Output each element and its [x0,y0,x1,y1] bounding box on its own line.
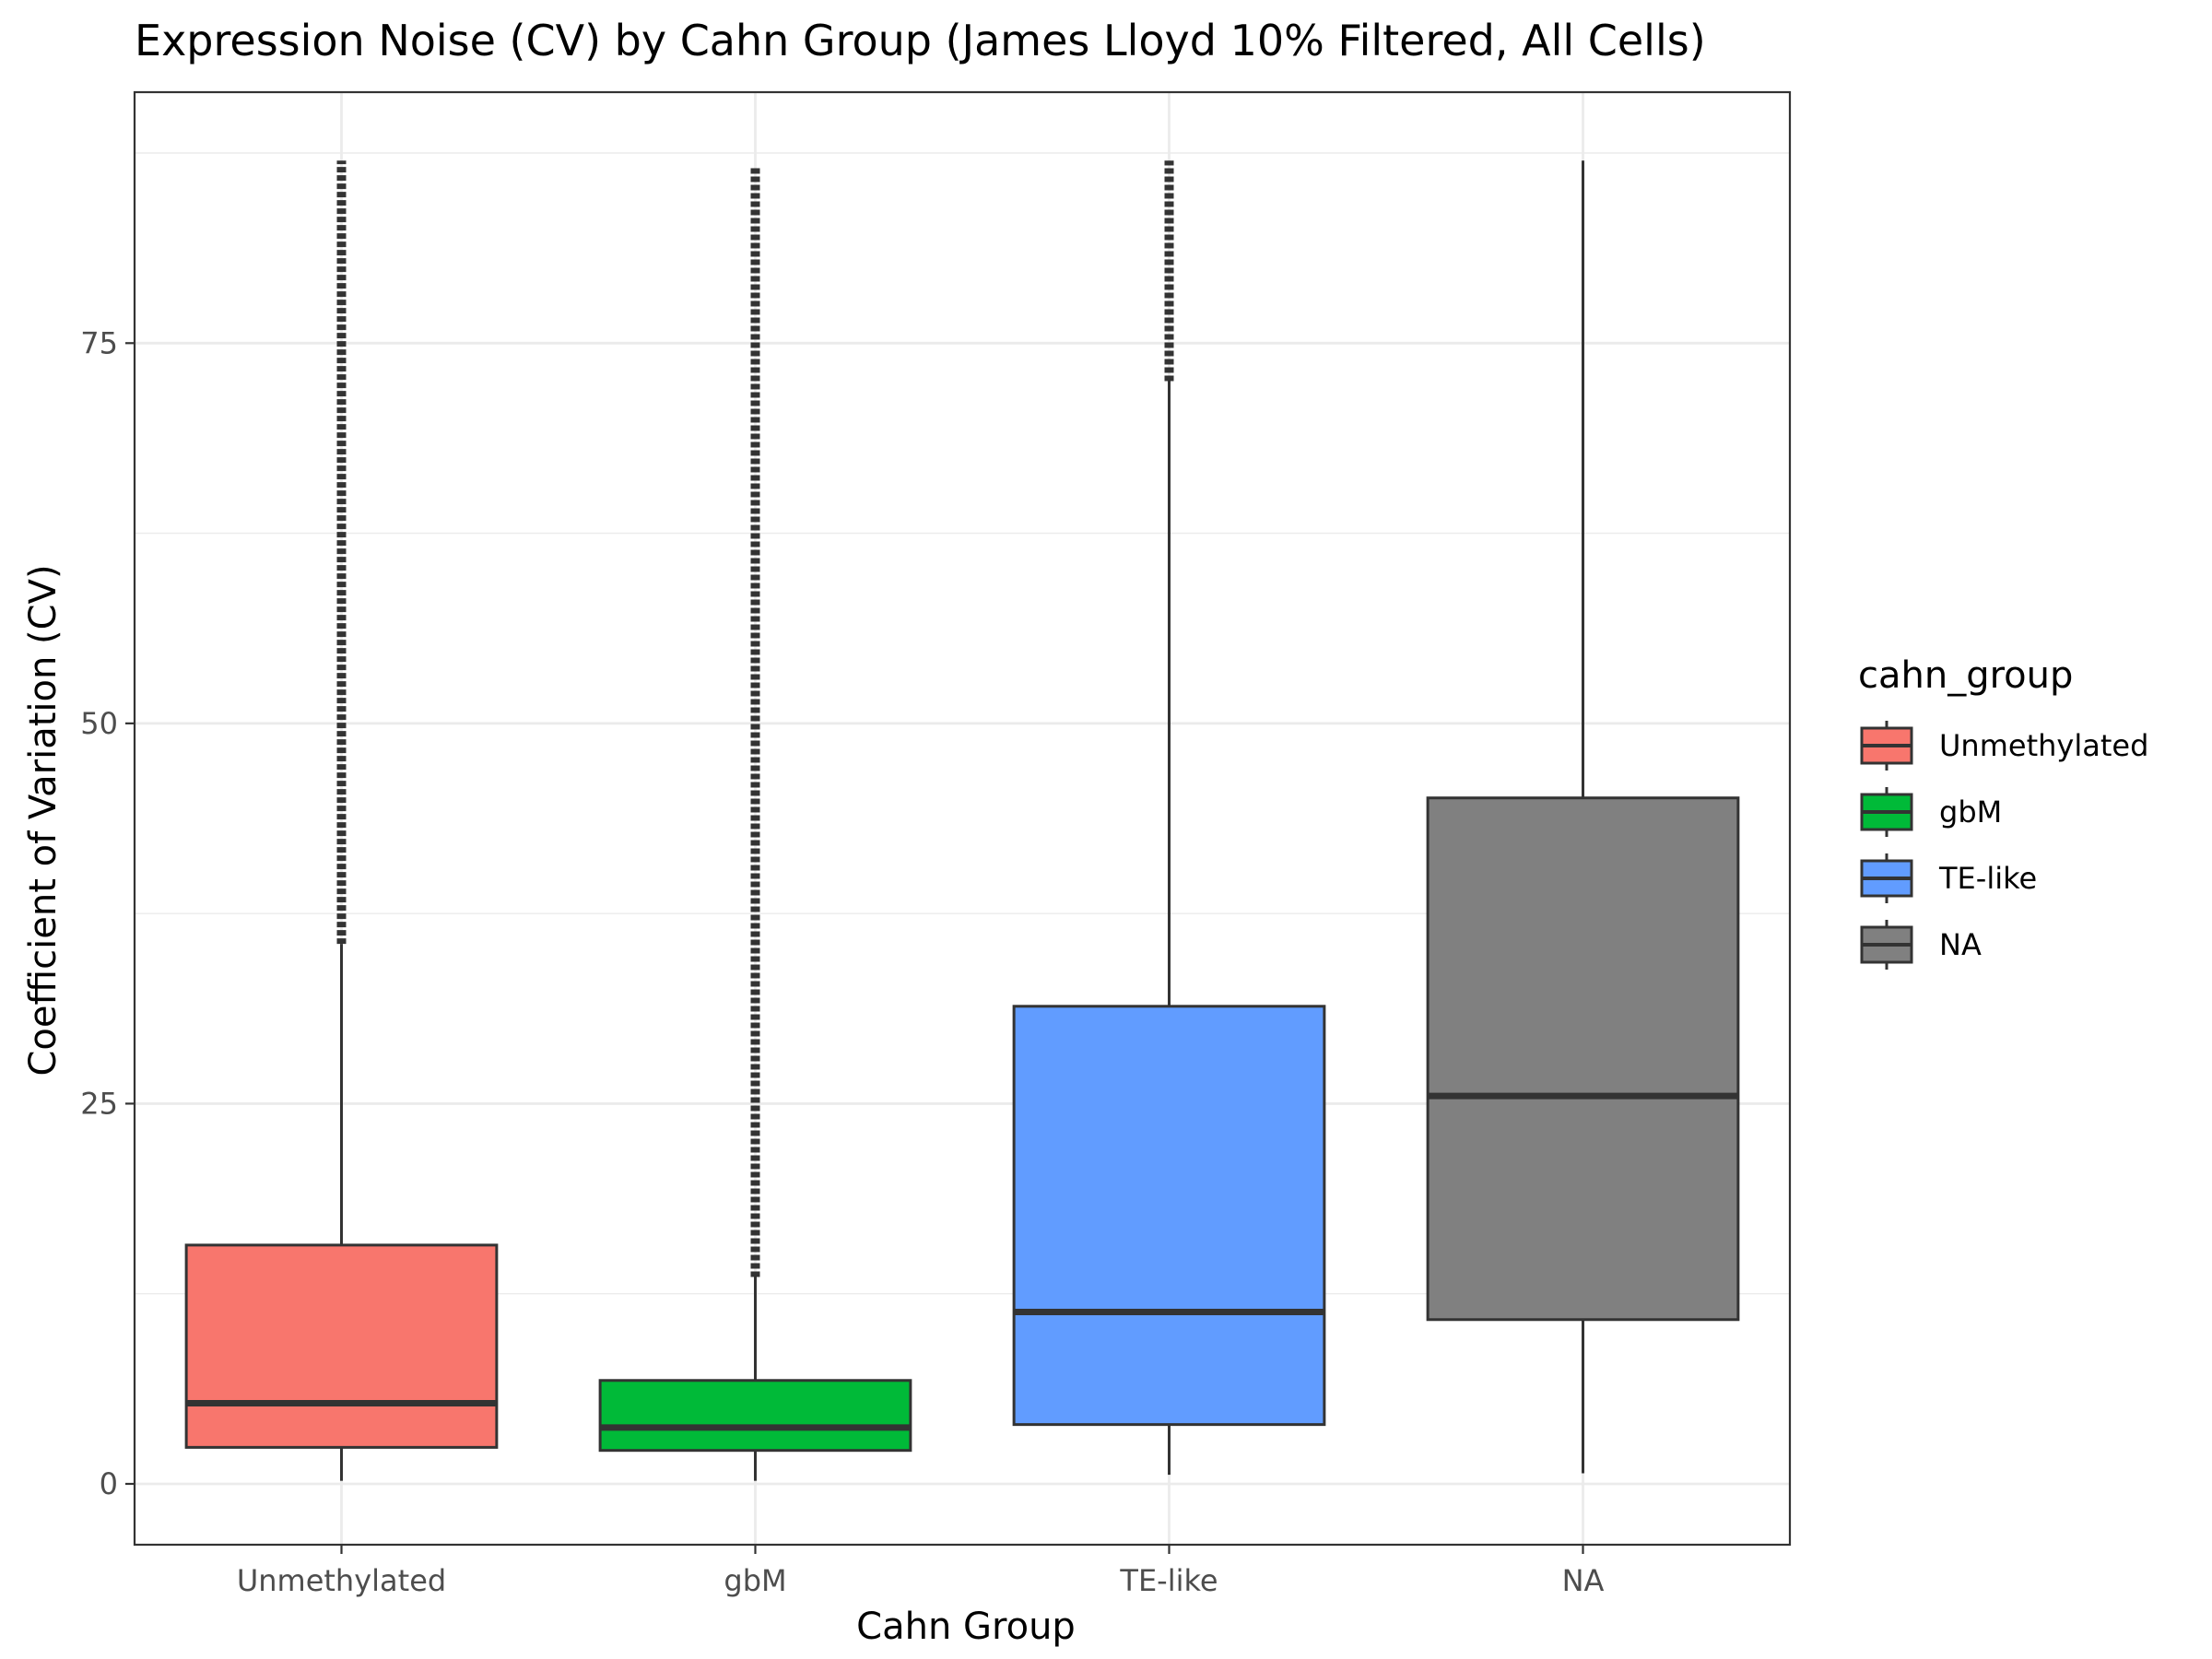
legend-label: NA [1939,927,1982,962]
y-tick-label: 25 [80,1086,118,1121]
x-tick-label: NA [1562,1563,1605,1598]
legend-label: gbM [1939,794,2002,830]
panel-border [133,90,1792,1547]
x-tick-label: gbM [724,1563,786,1598]
box-unmethylated [184,160,499,1481]
plot-area: 0 25 50 75 Unmethylated gbM TE-like NA [80,90,1792,1598]
legend-label: Unmethylated [1939,728,2148,763]
y-tick-label: 75 [80,325,118,360]
x-tick-label: Unmethylated [237,1563,446,1598]
legend: cahn_group Unmethylated gbM TE-like NA [1858,654,2148,970]
box-te-like [1012,160,1326,1476]
legend-item-te-like: TE-like [1860,853,2037,903]
legend-item-gbm: gbM [1860,787,2002,837]
y-tick-label: 50 [80,706,118,741]
legend-label: TE-like [1938,861,2037,896]
y-tick-label: 0 [100,1466,118,1501]
x-axis-title: Cahn Group [856,1606,1076,1648]
box-body [1426,796,1740,1322]
box-na [1426,160,1740,1474]
legend-title: cahn_group [1858,654,2073,697]
legend-item-unmethylated: Unmethylated [1860,721,2148,771]
x-tick-label: TE-like [1119,1563,1218,1598]
box-body [1012,1005,1326,1427]
chart-title: Expression Noise (CV) by Cahn Group (Jam… [135,16,1706,65]
box-gbm [598,168,912,1481]
legend-item-na: NA [1860,920,1982,970]
box-body [184,1243,499,1449]
y-axis-title: Coefficient of Variation (CV) [22,564,65,1076]
box-body [598,1379,912,1453]
